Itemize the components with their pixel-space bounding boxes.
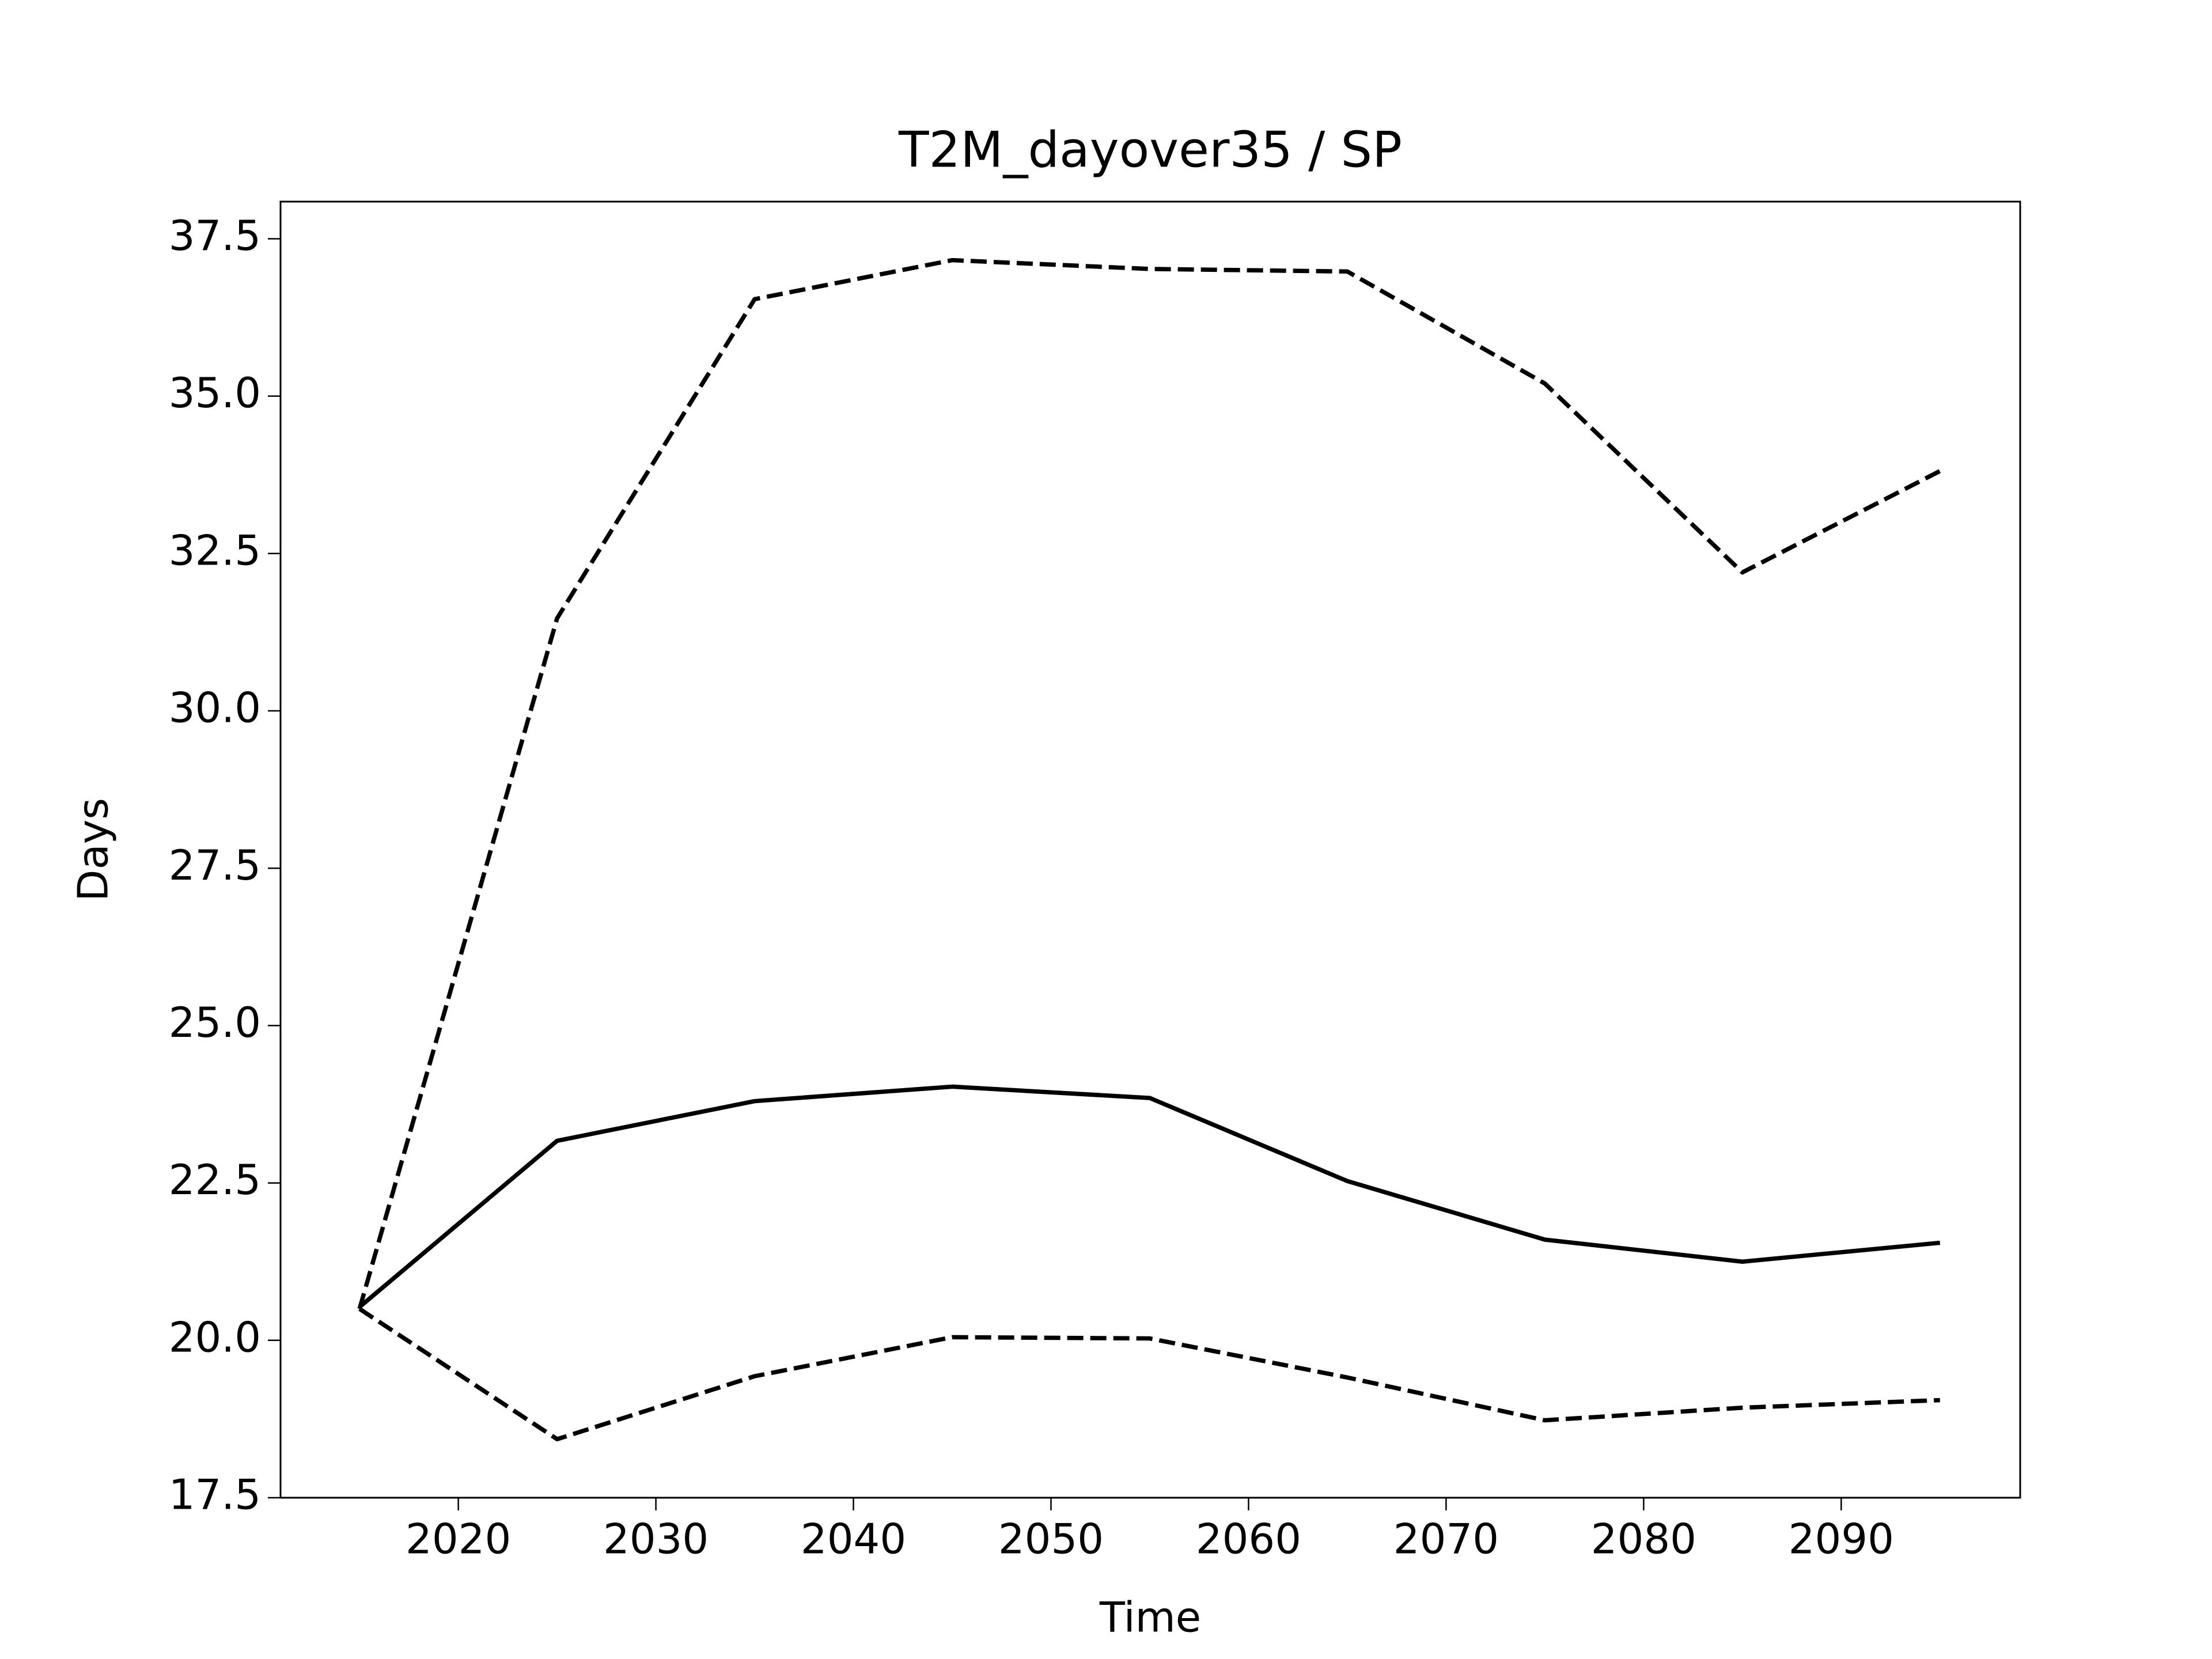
y-tick-label: 32.5 — [169, 526, 261, 574]
y-tick-label: 37.5 — [169, 211, 261, 260]
x-tick-label: 2020 — [406, 1515, 511, 1563]
y-tick-label: 35.0 — [169, 369, 261, 417]
x-tick-label: 2090 — [1789, 1515, 1894, 1563]
plot-frame — [279, 200, 2021, 1499]
x-tick-label: 2050 — [998, 1515, 1104, 1563]
chart-title: T2M_dayover35 / SP — [898, 121, 1402, 179]
y-tick-label: 17.5 — [169, 1471, 261, 1519]
y-tick-label: 20.0 — [169, 1313, 261, 1361]
series-line — [358, 1084, 1941, 1309]
series-line — [358, 1307, 1940, 1442]
x-axis-label: Time — [1099, 1593, 1201, 1642]
x-tick-label: 2080 — [1591, 1515, 1696, 1563]
x-tick-label: 2040 — [801, 1515, 906, 1563]
x-tick-label: 2060 — [1196, 1515, 1301, 1563]
y-tick-label: 22.5 — [169, 1156, 261, 1204]
y-axis-label: Days — [69, 798, 118, 902]
x-tick-label: 2030 — [603, 1515, 709, 1563]
x-tick-label: 2070 — [1393, 1515, 1499, 1563]
y-tick-label: 30.0 — [169, 684, 261, 732]
y-tick-label: 27.5 — [169, 841, 261, 889]
y-tick-label: 25.0 — [169, 998, 261, 1047]
series-line — [357, 257, 1941, 1310]
